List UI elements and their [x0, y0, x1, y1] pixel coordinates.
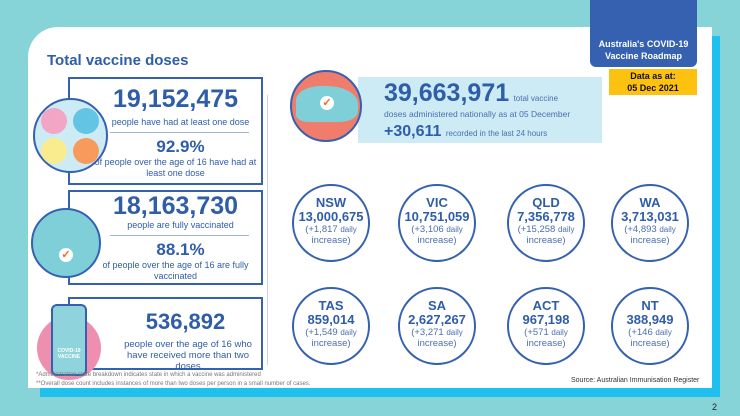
check-icon: ✓ — [320, 96, 334, 110]
state-increase: (+15,258 — [517, 224, 556, 235]
state-increase-tail: increase) — [526, 235, 566, 246]
fully-vaccinated-percent-desc: of people over the age of 16 are fully v… — [102, 260, 249, 281]
state-increase-tail: increase) — [311, 338, 351, 349]
more-than-two-desc: people over the age of 16 who have recei… — [124, 339, 252, 372]
state-total: 388,949 — [626, 312, 674, 327]
national-daily-desc: recorded in the last 24 hours — [445, 129, 548, 138]
state-daily-label: daily — [551, 328, 568, 337]
date-value: 05 Dec 2021 — [627, 83, 679, 93]
vaccine-vial-icon: COVID-19 VACCINE — [37, 304, 101, 380]
state-name: SA — [427, 298, 447, 313]
state-daily-label: daily — [446, 225, 463, 234]
state-daily-label: daily — [340, 328, 357, 337]
fully-vaccinated-count: 18,163,730 — [112, 192, 239, 220]
state-daily-label: daily — [659, 225, 676, 234]
state-increase: (+571 — [524, 327, 549, 338]
footnote-1: *Administration state breakdown indicate… — [36, 372, 261, 378]
state-circle-nt: NT 388,949 (+146 daily increase) — [611, 287, 689, 365]
state-total: 7,356,778 — [517, 209, 575, 224]
state-total: 3,713,031 — [621, 209, 679, 224]
state-name: NT — [641, 298, 659, 313]
state-name: QLD — [532, 195, 560, 210]
state-name: ACT — [532, 298, 560, 313]
source-note: Source: Australian Immunisation Register — [571, 377, 700, 384]
fully-vaccinated-desc: people are fully vaccinated — [127, 220, 234, 230]
state-name: TAS — [318, 298, 344, 313]
national-total: 39,663,971 — [384, 79, 510, 107]
state-total: 967,198 — [522, 312, 570, 327]
page-number: 2 — [712, 402, 718, 412]
at-least-one-desc: people have had at least one dose — [111, 117, 250, 127]
state-circle-vic: VIC 10,751,059 (+3,106 daily increase) — [398, 184, 476, 262]
state-name: VIC — [426, 195, 448, 210]
people-group-icon — [33, 98, 108, 173]
state-circle-sa: SA 2,627,267 (+3,271 daily increase) — [398, 287, 476, 365]
state-circle-nsw: NSW 13,000,675 (+1,817 daily increase) — [292, 184, 370, 262]
national-total-suffix: total vaccine — [513, 94, 559, 103]
date-badge: Data as at: 05 Dec 2021 — [609, 69, 697, 95]
roadmap-label: Australia's COVID-19 Vaccine Roadmap — [598, 39, 689, 61]
date-label: Data as at: — [630, 71, 676, 81]
state-daily-label: daily — [340, 225, 357, 234]
australia-map-icon: ✓ — [290, 70, 362, 142]
state-circle-qld: QLD 7,356,778 (+15,258 daily increase) — [507, 184, 585, 262]
national-total-banner: 39,663,971 total vaccine doses administe… — [358, 77, 602, 143]
state-daily-label: daily — [655, 328, 672, 337]
state-daily-label: daily — [446, 328, 463, 337]
footnote-2: **Overall dose count includes instances … — [36, 381, 311, 387]
national-daily: +30,611 — [384, 123, 442, 140]
more-than-two-doses-panel: 536,892 people over the age of 16 who ha… — [68, 297, 263, 372]
at-least-one-percent: 92.9% — [156, 137, 205, 156]
vial-label: COVID-19 VACCINE — [51, 304, 87, 376]
state-increase: (+3,271 — [411, 327, 444, 338]
state-total: 2,627,267 — [408, 312, 466, 327]
roadmap-tab: Australia's COVID-19 Vaccine Roadmap — [590, 0, 697, 67]
state-increase: (+3,106 — [411, 224, 444, 235]
page-title: Total vaccine doses — [47, 52, 189, 69]
state-increase-tail: increase) — [630, 338, 670, 349]
divider — [267, 95, 268, 365]
state-name: NSW — [315, 195, 347, 210]
state-total: 13,000,675 — [298, 209, 364, 224]
at-least-one-count: 19,152,475 — [112, 85, 239, 113]
state-increase-tail: increase) — [630, 235, 670, 246]
state-increase-tail: increase) — [311, 235, 351, 246]
state-increase: (+1,817 — [305, 224, 338, 235]
more-than-two-count: 536,892 — [145, 309, 226, 334]
state-increase-tail: increase) — [526, 338, 566, 349]
state-total: 859,014 — [307, 312, 355, 327]
state-increase: (+4,893 — [624, 224, 657, 235]
at-least-one-percent-desc: of people over the age of 16 have had at… — [94, 157, 257, 178]
national-total-desc: doses administered nationally as at 05 D… — [384, 109, 571, 119]
state-increase: (+146 — [628, 327, 653, 338]
state-circle-tas: TAS 859,014 (+1,549 daily increase) — [292, 287, 370, 365]
crowd-icon: ✓ — [31, 208, 101, 278]
state-increase-tail: increase) — [417, 338, 457, 349]
check-icon: ✓ — [59, 248, 73, 262]
state-circle-act: ACT 967,198 (+571 daily increase) — [507, 287, 585, 365]
fully-vaccinated-percent: 88.1% — [156, 240, 205, 259]
state-name: WA — [639, 195, 661, 210]
state-increase: (+1,549 — [305, 327, 338, 338]
state-circle-wa: WA 3,713,031 (+4,893 daily increase) — [611, 184, 689, 262]
state-increase-tail: increase) — [417, 235, 457, 246]
state-daily-label: daily — [557, 225, 575, 234]
state-total: 10,751,059 — [404, 209, 470, 224]
